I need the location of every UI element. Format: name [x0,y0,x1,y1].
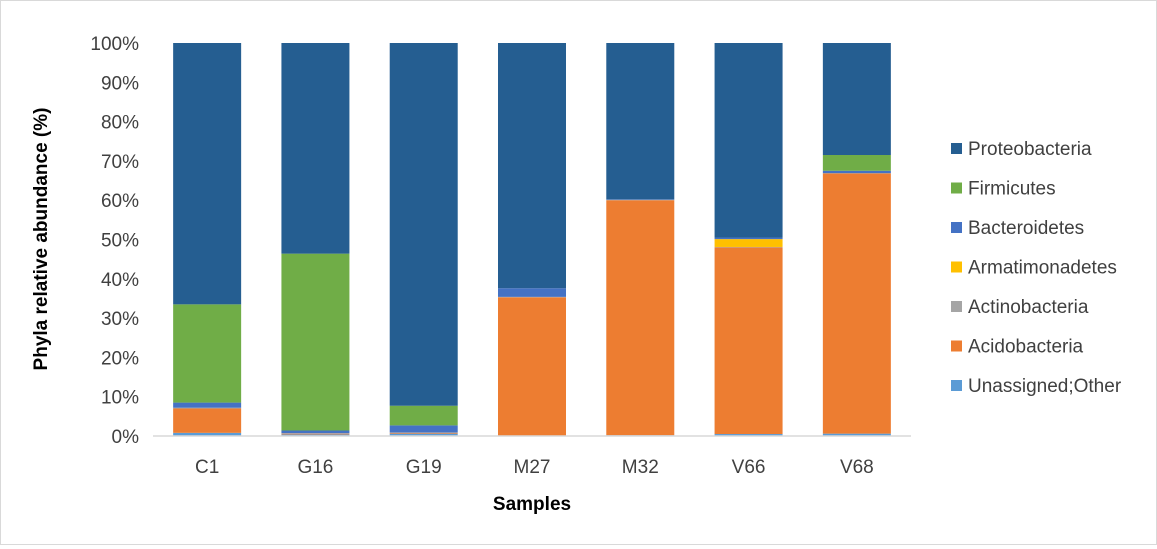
legend: Proteobacteria Firmicutes Bacteroidetes Arm… [951,139,1122,397]
legend-item: Proteobacteria [951,139,1092,160]
legend-swatch [951,222,962,233]
bar-segment [498,43,566,288]
bar-segment [173,408,241,409]
bar-segment [715,239,783,247]
legend-item: Bacteroidetes [951,218,1084,239]
bar-segment [823,171,891,173]
legend-swatch [951,301,962,312]
bar-stack [715,43,783,436]
bar-segment [823,43,891,155]
bar-segment [390,425,458,432]
bar-segment [715,43,783,238]
bar-segment [498,297,566,435]
bar-segment [173,304,241,402]
x-tick-label: V66 [732,457,766,478]
y-tick-label: 80% [101,113,139,134]
legend-swatch [951,262,962,273]
y-tick-label: 90% [101,73,139,94]
y-tick-label: 10% [101,388,139,409]
y-axis-title: Phyla relative abundance (%) [31,108,52,371]
legend-swatch [951,143,962,154]
bar-segment [390,43,458,406]
bar-stack [606,43,674,436]
legend-item: Actinobacteria [951,297,1089,318]
y-tick-label: 30% [101,309,139,330]
x-tick-label: M32 [622,457,659,478]
bars [173,43,891,436]
bar-stack [281,43,349,436]
y-axis: 0% 10% 20% 30% 40% 50% 60% 70% 80% 90% 100% [90,34,139,448]
y-tick-label: 50% [101,231,139,252]
y-tick-label: 0% [112,427,140,448]
bar-segment [173,43,241,304]
legend-label: Proteobacteria [968,139,1092,160]
bar-segment [281,254,349,431]
bar-segment [715,238,783,240]
bar-stack [498,43,566,436]
y-tick-label: 70% [101,152,139,173]
bar-segment [715,247,783,434]
x-tick-label: G19 [406,457,442,478]
bar-segment [606,43,674,199]
legend-swatch [951,341,962,352]
legend-swatch [951,380,962,391]
x-axis-title: Samples [493,494,571,515]
x-tick-label: G16 [297,457,333,478]
legend-item: Acidobacteria [951,337,1084,358]
bar-segment [281,43,349,254]
legend-label: Bacteroidetes [968,218,1084,239]
y-tick-label: 40% [101,270,139,291]
bar-segment [390,433,458,434]
bar-stack [173,43,241,436]
bar-segment [173,403,241,408]
legend-swatch [951,183,962,194]
x-axis: C1 G16 G19 M27 M32 V66 V68 [153,436,911,478]
legend-label: Acidobacteria [968,337,1084,358]
bar-segment [498,288,566,297]
bar-segment [823,173,891,433]
bar-stack [823,43,891,436]
bar-segment [281,434,349,435]
legend-label: Armatimonadetes [968,258,1117,279]
x-tick-label: V68 [840,457,874,478]
y-tick-label: 100% [90,34,139,55]
bar-stack [390,43,458,436]
legend-item: Firmicutes [951,179,1056,200]
x-tick-label: C1 [195,457,219,478]
bar-segment [281,430,349,433]
y-tick-label: 60% [101,191,139,212]
x-tick-label: M27 [514,457,551,478]
bar-segment [823,155,891,171]
legend-item: Armatimonadetes [951,258,1117,279]
bar-segment [390,406,458,426]
legend-label: Firmicutes [968,179,1056,200]
legend-item: Unassigned;Other [951,376,1122,397]
bar-segment [606,200,674,435]
y-tick-label: 20% [101,348,139,369]
legend-label: Actinobacteria [968,297,1089,318]
bar-segment [173,408,241,432]
legend-label: Unassigned;Other [968,376,1122,397]
